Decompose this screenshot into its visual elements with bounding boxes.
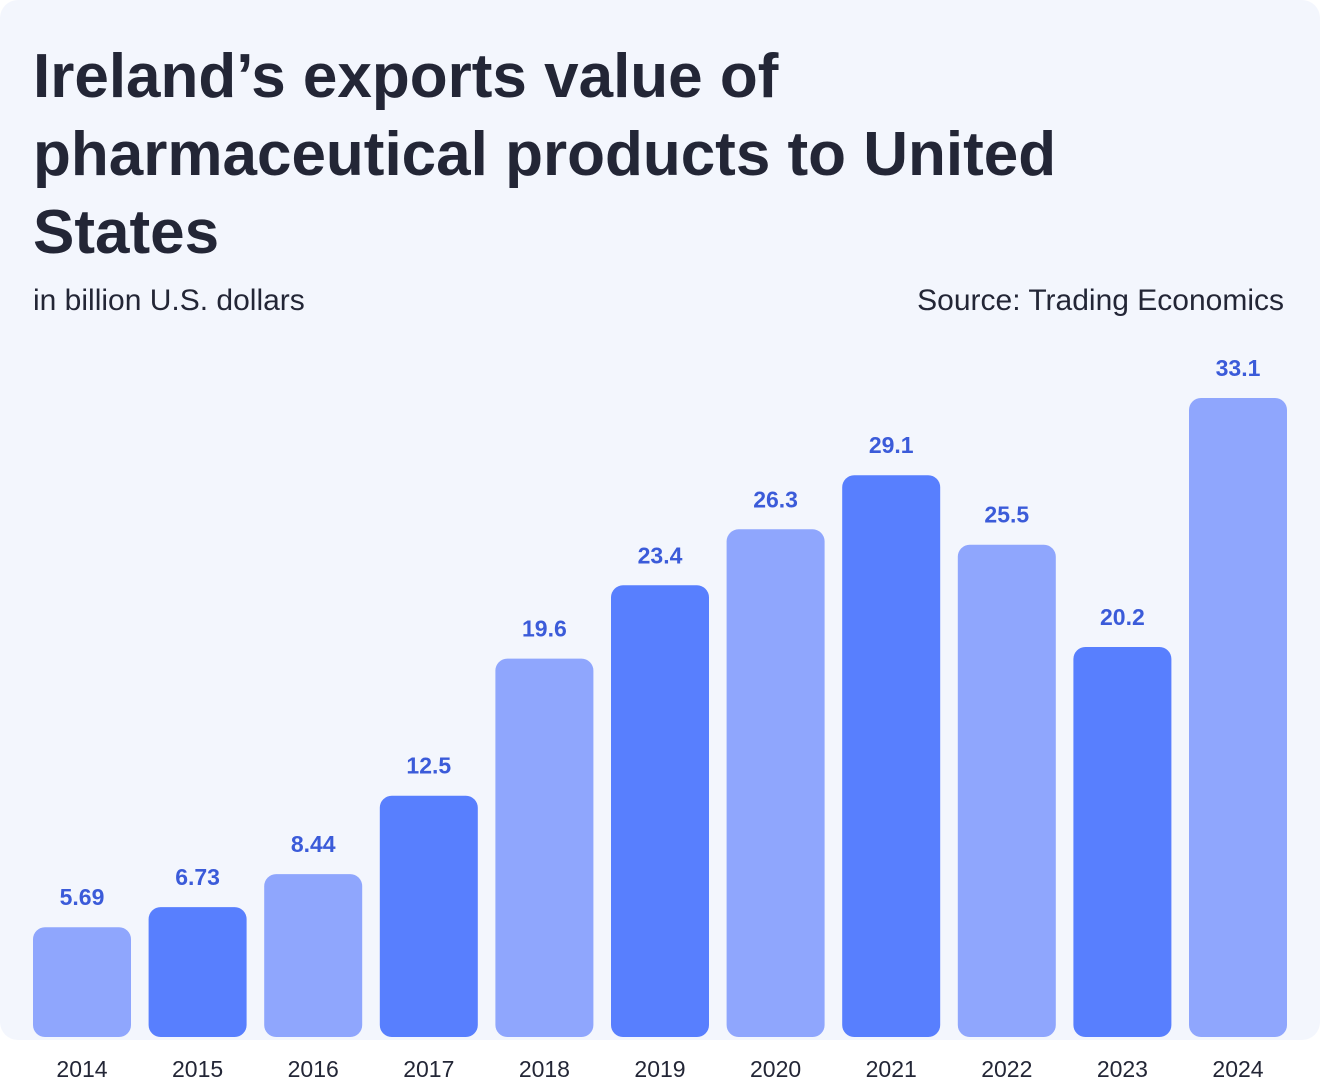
bar-2021 [842, 475, 941, 1037]
x-tick-label-2015: 2015 [172, 1056, 223, 1082]
chart-subtitle: in billion U.S. dollars [33, 284, 305, 317]
value-label-2019: 23.4 [638, 542, 683, 568]
bar-2023 [1073, 647, 1172, 1037]
bar-2024 [1189, 398, 1287, 1037]
value-label-2018: 19.6 [522, 616, 567, 642]
value-label-2016: 8.44 [291, 831, 336, 857]
x-tick-label-2023: 2023 [1097, 1056, 1148, 1082]
x-tick-label-2019: 2019 [634, 1056, 685, 1082]
bar-2014 [33, 927, 131, 1037]
bar-2018 [495, 658, 594, 1037]
x-tick-label-2018: 2018 [519, 1056, 570, 1082]
x-tick-label-2020: 2020 [750, 1056, 801, 1082]
bar-2019 [611, 585, 709, 1037]
value-label-2017: 12.5 [406, 753, 451, 779]
x-tick-label-2021: 2021 [866, 1056, 917, 1082]
x-tick-label-2024: 2024 [1212, 1056, 1263, 1082]
bar-2020 [726, 529, 825, 1037]
x-tick-label-2014: 2014 [56, 1056, 107, 1082]
bar-2022 [957, 544, 1056, 1037]
value-label-2023: 20.2 [1100, 604, 1145, 630]
bar-2016 [264, 874, 363, 1037]
value-label-2014: 5.69 [60, 884, 105, 910]
value-label-2022: 25.5 [984, 502, 1029, 528]
x-tick-label-2022: 2022 [981, 1056, 1032, 1082]
value-label-2021: 29.1 [869, 432, 914, 458]
x-tick-label-2017: 2017 [403, 1056, 454, 1082]
value-label-2020: 26.3 [753, 486, 798, 512]
value-label-2024: 33.1 [1216, 355, 1261, 381]
chart-title: Ireland’s exports value of pharmaceutica… [33, 42, 1057, 267]
value-label-2015: 6.73 [175, 864, 220, 890]
chart-source: Source: Trading Economics [917, 284, 1284, 317]
x-tick-label-2016: 2016 [288, 1056, 339, 1082]
bar-2017 [379, 795, 478, 1037]
bar-2015 [148, 907, 247, 1037]
